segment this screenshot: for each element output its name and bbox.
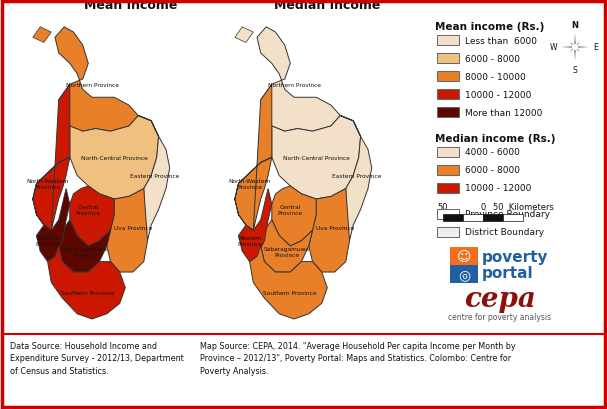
Polygon shape bbox=[257, 28, 341, 132]
Bar bbox=[450, 265, 478, 283]
Text: Sabaragamuwa
Province: Sabaragamuwa Province bbox=[263, 246, 310, 257]
Text: 4000 - 6000: 4000 - 6000 bbox=[465, 148, 520, 157]
Text: Map Source: CEPA, 2014. "Average Household Per capita Income per Month by
Provin: Map Source: CEPA, 2014. "Average Househo… bbox=[200, 341, 515, 375]
Text: Northern Province: Northern Province bbox=[268, 83, 320, 88]
Text: centre for poverty analysis: centre for poverty analysis bbox=[449, 313, 552, 322]
Polygon shape bbox=[55, 28, 138, 132]
Polygon shape bbox=[577, 49, 580, 53]
Bar bbox=[437, 36, 459, 46]
Bar bbox=[503, 214, 523, 221]
Text: poverty: poverty bbox=[482, 250, 549, 265]
Polygon shape bbox=[341, 116, 371, 241]
Text: Western
Province: Western Province bbox=[237, 236, 262, 247]
Bar bbox=[437, 148, 459, 157]
Text: 0: 0 bbox=[480, 202, 486, 211]
Text: W: W bbox=[549, 43, 557, 52]
Text: Uva Province: Uva Province bbox=[114, 226, 152, 231]
Text: 6000 - 8000: 6000 - 8000 bbox=[465, 166, 520, 175]
Text: Eastern Province: Eastern Province bbox=[332, 173, 382, 179]
Text: Western
Province: Western Province bbox=[35, 236, 60, 247]
Text: E: E bbox=[593, 43, 598, 52]
Polygon shape bbox=[47, 246, 125, 319]
Text: 10000 - 12000: 10000 - 12000 bbox=[465, 184, 531, 193]
Text: Central
Province: Central Province bbox=[278, 204, 303, 215]
Polygon shape bbox=[260, 220, 313, 272]
Text: 50: 50 bbox=[438, 202, 448, 211]
Text: More than 12000: More than 12000 bbox=[465, 108, 543, 117]
Text: Data Source: Household Income and
Expenditure Survey - 2012/13, Department
of Ce: Data Source: Household Income and Expend… bbox=[10, 341, 184, 375]
Text: Less than  6000: Less than 6000 bbox=[465, 36, 537, 45]
Bar bbox=[463, 214, 483, 221]
Text: 8000 - 10000: 8000 - 10000 bbox=[465, 72, 526, 81]
Bar bbox=[437, 184, 459, 193]
Bar bbox=[437, 227, 459, 237]
Polygon shape bbox=[107, 189, 148, 272]
Polygon shape bbox=[36, 189, 70, 262]
Text: 10000 - 12000: 10000 - 12000 bbox=[465, 90, 531, 99]
Polygon shape bbox=[138, 116, 170, 241]
Text: 50  Kilometers: 50 Kilometers bbox=[492, 202, 554, 211]
Polygon shape bbox=[33, 85, 70, 231]
Polygon shape bbox=[235, 28, 253, 43]
Text: Central
Province: Central Province bbox=[76, 204, 101, 215]
Text: Sabaragamuwa
Province: Sabaragamuwa Province bbox=[61, 246, 107, 257]
Text: Southern Province: Southern Province bbox=[61, 291, 115, 296]
Text: Province Boundary: Province Boundary bbox=[465, 210, 550, 219]
Bar bbox=[437, 209, 459, 220]
Polygon shape bbox=[235, 85, 272, 231]
Text: Median Income: Median Income bbox=[274, 0, 381, 12]
Text: N: N bbox=[572, 21, 578, 30]
Polygon shape bbox=[578, 47, 589, 48]
Polygon shape bbox=[70, 187, 114, 246]
Text: Eastern Province: Eastern Province bbox=[131, 173, 180, 179]
Polygon shape bbox=[309, 189, 350, 272]
Bar bbox=[437, 90, 459, 100]
Text: Uva Province: Uva Province bbox=[316, 226, 354, 231]
Polygon shape bbox=[239, 189, 272, 262]
Text: Mean income (Rs.): Mean income (Rs.) bbox=[435, 22, 544, 32]
Polygon shape bbox=[272, 187, 316, 246]
Text: District Boundary: District Boundary bbox=[465, 228, 544, 237]
Polygon shape bbox=[272, 116, 361, 200]
Text: cepa: cepa bbox=[464, 286, 536, 313]
Bar bbox=[437, 166, 459, 175]
Text: North-Central Province: North-Central Province bbox=[81, 155, 148, 160]
Bar bbox=[483, 214, 503, 221]
Text: S: S bbox=[572, 66, 577, 75]
Polygon shape bbox=[70, 116, 158, 200]
Bar bbox=[437, 72, 459, 82]
Polygon shape bbox=[569, 49, 573, 53]
Polygon shape bbox=[59, 220, 110, 272]
Text: 6000 - 8000: 6000 - 8000 bbox=[465, 54, 520, 63]
Polygon shape bbox=[33, 28, 52, 43]
Text: North-Western
Province: North-Western Province bbox=[27, 178, 69, 189]
Text: Mean Income: Mean Income bbox=[84, 0, 177, 12]
Text: Southern Province: Southern Province bbox=[263, 291, 317, 296]
Polygon shape bbox=[577, 43, 580, 46]
Text: North-Central Province: North-Central Province bbox=[283, 155, 350, 160]
Text: Median income (Rs.): Median income (Rs.) bbox=[435, 134, 555, 144]
Polygon shape bbox=[249, 246, 327, 319]
Bar bbox=[443, 214, 463, 221]
Text: ◎: ◎ bbox=[458, 267, 470, 281]
Bar bbox=[437, 54, 459, 64]
Text: North-Western
Province: North-Western Province bbox=[228, 178, 271, 189]
Bar bbox=[437, 108, 459, 118]
Polygon shape bbox=[561, 47, 572, 48]
Bar bbox=[450, 247, 478, 265]
Text: Northern Province: Northern Province bbox=[66, 83, 118, 88]
Text: ☺: ☺ bbox=[456, 249, 471, 263]
Polygon shape bbox=[569, 43, 573, 46]
Text: portal: portal bbox=[482, 266, 534, 281]
